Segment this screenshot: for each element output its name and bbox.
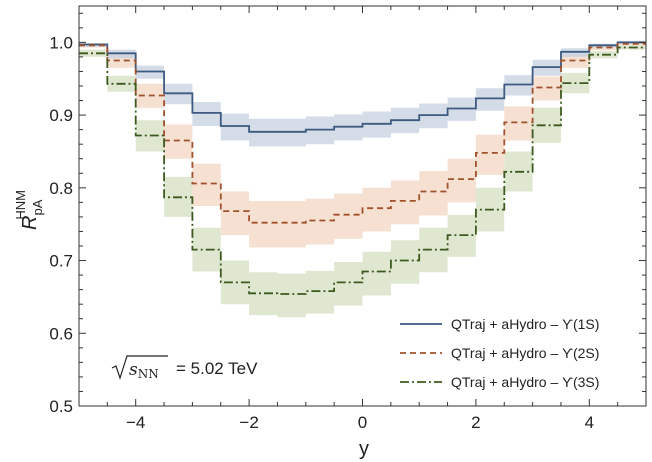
legend-label-3: QTraj + aHydro – ϒ(3S) [451, 374, 599, 390]
legend-label-1: QTraj + aHydro – ϒ(1S) [451, 316, 599, 332]
series-lines [79, 41, 646, 295]
line-series-1 [79, 41, 646, 133]
line-series-3 [79, 46, 646, 295]
axis-ticks: −4 −2 0 2 4 0.5 0.6 0.7 0.8 0.9 1.0 [49, 6, 647, 432]
sqrt-symbol [111, 355, 168, 380]
y-axis-label-sup: HNM [13, 190, 28, 220]
x-tick-label: 0 [358, 413, 367, 432]
x-tick-label: 2 [471, 413, 480, 432]
y-tick-label: 0.8 [49, 179, 73, 198]
y-tick-label: 0.6 [49, 324, 73, 343]
band-series-3 [79, 45, 646, 318]
y-tick-label: 0.5 [49, 397, 73, 416]
x-tick-label: 4 [585, 413, 594, 432]
line-series-2 [79, 42, 646, 224]
energy-value: = 5.02 TeV [176, 359, 258, 378]
y-axis-label-sub: pA [30, 199, 45, 215]
y-axis-label-base: R [19, 216, 41, 230]
sqrt-s-label: sNN [129, 360, 159, 381]
y-tick-label: 0.7 [49, 252, 73, 271]
x-tick-label: −2 [239, 413, 258, 432]
legend: QTraj + aHydro – ϒ(1S) QTraj + aHydro – ϒ… [400, 316, 599, 390]
y-axis-label: RpAHNM [13, 190, 45, 230]
x-tick-label: −4 [126, 413, 145, 432]
y-tick-label: 0.9 [49, 106, 73, 125]
x-axis-label: y [359, 438, 369, 460]
energy-annotation: sNN = 5.02 TeV [111, 355, 258, 381]
legend-label-2: QTraj + aHydro – ϒ(2S) [451, 345, 599, 361]
y-tick-label: 1.0 [49, 33, 73, 52]
